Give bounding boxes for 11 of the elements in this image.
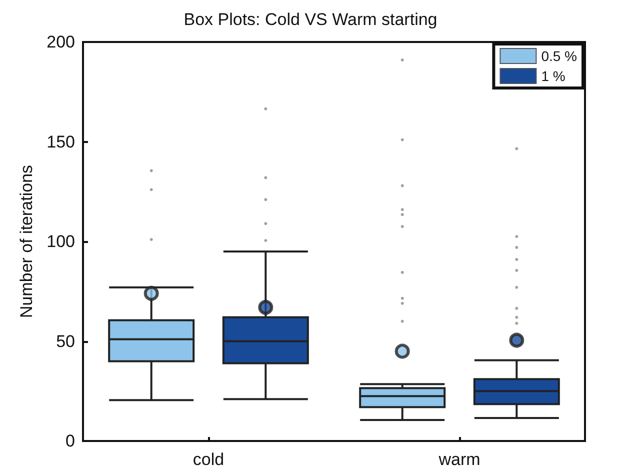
legend-label: 0.5 % bbox=[541, 48, 578, 64]
x-tick-label: warm bbox=[438, 450, 480, 469]
y-tick-label: 50 bbox=[56, 332, 75, 351]
legend-label: 1 % bbox=[541, 68, 566, 84]
y-tick-label: 100 bbox=[46, 232, 75, 251]
y-axis-title: Number of iterations bbox=[17, 164, 36, 318]
y-tick-label: 150 bbox=[46, 132, 75, 152]
y-tick-label: 0 bbox=[66, 432, 75, 450]
y-tick-label: 200 bbox=[46, 32, 75, 52]
chart-title: Box Plots: Cold VS Warm starting bbox=[184, 10, 438, 29]
x-tick-label: cold bbox=[192, 450, 224, 469]
